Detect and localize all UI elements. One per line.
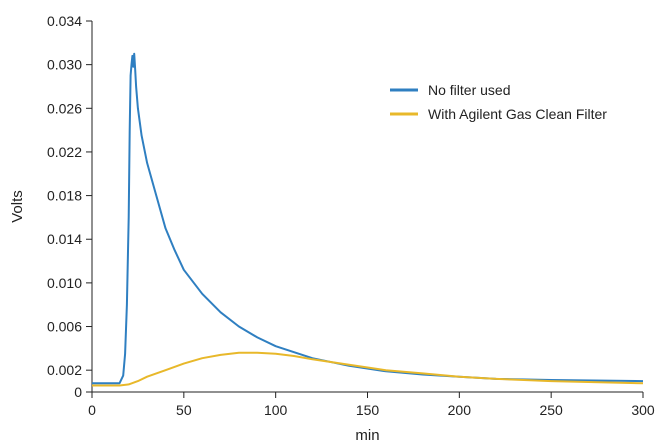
y-tick-label: 0.002	[47, 362, 82, 378]
y-tick-label: 0.010	[47, 275, 82, 291]
legend-label: No filter used	[428, 82, 510, 98]
x-tick-label: 150	[356, 402, 380, 418]
axes: 0 0.002 0.006 0.010 0.014 0.018 0.022 0.026 0.03…	[47, 13, 655, 418]
y-tick-label: 0.014	[47, 231, 82, 247]
x-axis-label: min	[355, 427, 379, 443]
legend-label: With Agilent Gas Clean Filter	[428, 106, 607, 122]
y-tick-label: 0.022	[47, 144, 82, 160]
x-tick-label: 300	[631, 402, 655, 418]
y-tick-label: 0.030	[47, 57, 82, 73]
y-tick-label: 0.026	[47, 100, 82, 116]
y-tick-label: 0.006	[47, 319, 82, 335]
series-line-2	[92, 351, 644, 387]
series-line-1	[92, 52, 644, 385]
x-tick-label: 100	[264, 402, 288, 418]
y-tick-label: 0	[74, 384, 82, 400]
y-tick-label: 0.018	[47, 188, 82, 204]
y-tick-label: 0.034	[47, 13, 82, 29]
legend: No filter used With Agilent Gas Clean Fil…	[390, 82, 607, 122]
x-tick-label: 200	[448, 402, 472, 418]
series-layer	[92, 52, 644, 387]
x-tick-label: 250	[539, 402, 563, 418]
x-tick-label: 50	[176, 402, 192, 418]
y-axis-label: Volts	[9, 190, 26, 223]
x-tick-label: 0	[88, 402, 96, 418]
